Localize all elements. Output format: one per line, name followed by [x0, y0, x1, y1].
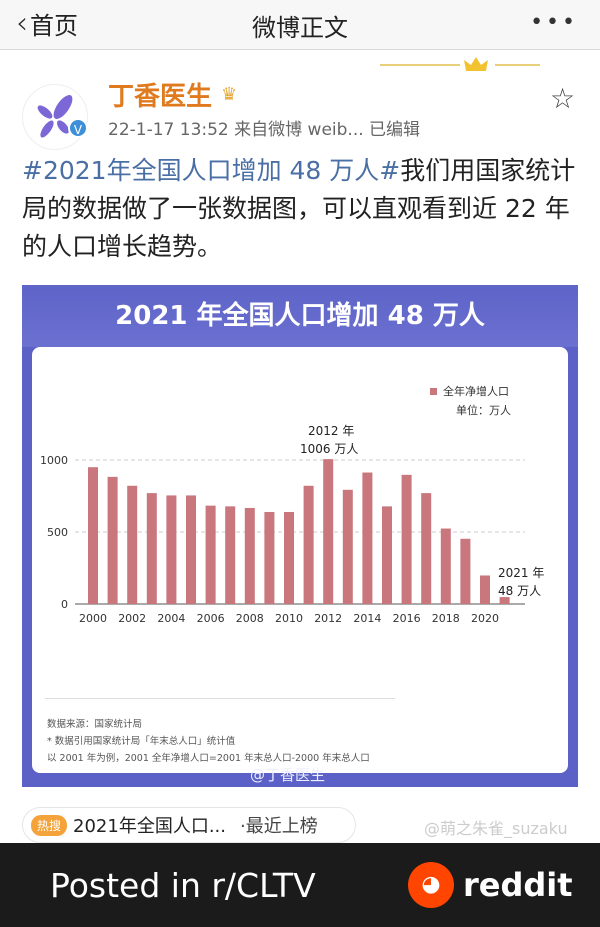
- x-tick-label: 2018: [432, 612, 460, 625]
- bar-2003: [146, 493, 157, 604]
- bar-2013: [342, 489, 353, 604]
- bar-2005: [186, 495, 196, 604]
- hot-search-text: 2021年全国人口...: [73, 816, 226, 837]
- chart-unit: 单位：万人: [456, 404, 511, 417]
- bar-chart: 0 500 1000 2000 2002 2004 2006 2008 2010 2012 2014…: [40, 454, 525, 625]
- x-tick-label: 2010: [275, 612, 303, 625]
- reddit-footer: [0, 843, 600, 927]
- chart-note-source: 数据来源：国家统计局: [47, 719, 143, 730]
- bar-2010: [284, 511, 294, 604]
- image-watermark: @丁香医生: [250, 766, 326, 784]
- bar-2006: [205, 505, 216, 604]
- chevron-left-icon: ‹: [16, 5, 28, 41]
- post-text: #2021年全国人口增加 48 万人#我们用国家统计局的数据做了一张数据图，可以…: [22, 152, 582, 266]
- avatar[interactable]: [22, 84, 88, 150]
- x-tick-label: 2000: [79, 612, 107, 625]
- bar-2008: [244, 507, 255, 604]
- bar-2017: [421, 493, 432, 604]
- hot-search-badge: 热搜: [31, 814, 68, 836]
- bar-2007: [225, 506, 236, 604]
- verified-badge-icon: V: [68, 118, 88, 138]
- hot-search-status: ·最近上榜: [240, 816, 318, 837]
- author-name[interactable]: 丁香医生: [108, 82, 213, 112]
- chart-note-example: 以 2001 年为例，2001 全年净增人口=2001 年末总人口-2000 年…: [47, 753, 370, 764]
- bar-2015: [382, 506, 392, 604]
- annotation-2021-year: 2021 年: [498, 566, 545, 580]
- x-tick-label: 2016: [393, 612, 421, 625]
- legend-swatch: [430, 388, 437, 395]
- chart-title: 2021 年全国人口增加 48 万人: [22, 285, 578, 347]
- x-tick-label: 2014: [353, 612, 381, 625]
- page-title: 微博正文: [252, 14, 348, 42]
- hashtag-link[interactable]: #2021年全国人口增加 48 万人#: [22, 156, 401, 185]
- reddit-logo-icon: ◕: [408, 862, 454, 908]
- weibo-watermark: @萌之朱雀_suzaku: [424, 819, 568, 838]
- x-tick-label: 2012: [314, 612, 342, 625]
- annotation-2012-year: 2012 年: [308, 424, 355, 438]
- bar-2018: [440, 528, 451, 604]
- x-tick-label: 2004: [157, 612, 185, 625]
- bar-2004: [166, 495, 177, 604]
- annotation-2021-value: 48 万人: [498, 584, 542, 598]
- bar-2020: [480, 575, 490, 604]
- medal-icon: ♛: [221, 84, 238, 105]
- favorite-star-icon[interactable]: ☆: [550, 82, 576, 115]
- bar-2012: [323, 459, 334, 604]
- lilac-logo-icon: [37, 95, 73, 138]
- bar-2009: [264, 511, 275, 604]
- bar-2000: [88, 467, 98, 604]
- crown-decoration-icon: [380, 57, 540, 71]
- bar-2019: [460, 538, 471, 604]
- divider: [45, 698, 395, 699]
- bar-2011: [303, 485, 314, 604]
- y-tick-label: 0: [61, 598, 68, 611]
- chart-legend: 全年净增人口: [430, 383, 509, 399]
- posted-in-label: Posted in r/CLTV: [50, 866, 316, 905]
- bar-2014: [362, 472, 373, 604]
- x-tick-label: 2008: [236, 612, 264, 625]
- back-button[interactable]: ‹ 首页: [16, 6, 78, 41]
- chart-panel: [32, 347, 568, 773]
- reddit-wordmark: reddit: [463, 866, 573, 904]
- bar-2021: [499, 597, 510, 604]
- hot-search-pill[interactable]: 热搜 2021年全国人口... ·最近上榜: [22, 807, 356, 843]
- y-tick-label: 500: [47, 526, 68, 539]
- post-meta: 22-1-17 13:52 来自微博 weib... 已编辑: [108, 120, 421, 140]
- back-label: 首页: [30, 12, 78, 40]
- post-body: 我们用国家统计局的数据做了一张数据图，可以直观看到近 22 年的人口增长趋势。: [22, 156, 576, 261]
- chart-note-method: * 数据引用国家统计局「年末总人口」统计值: [47, 736, 236, 747]
- bar-2002: [127, 485, 138, 604]
- x-tick-label: 2006: [197, 612, 225, 625]
- bar-2001: [107, 476, 118, 604]
- annotation-2012-value: 1006 万人: [300, 442, 359, 456]
- y-tick-label: 1000: [40, 454, 68, 467]
- x-tick-label: 2020: [471, 612, 499, 625]
- legend-label: 全年净增人口: [443, 385, 509, 398]
- bar-2016: [401, 474, 412, 604]
- more-dots-icon[interactable]: •••: [530, 10, 578, 35]
- top-nav-bar: ‹ 首页 微博正文 •••: [0, 0, 600, 50]
- x-tick-label: 2002: [118, 612, 146, 625]
